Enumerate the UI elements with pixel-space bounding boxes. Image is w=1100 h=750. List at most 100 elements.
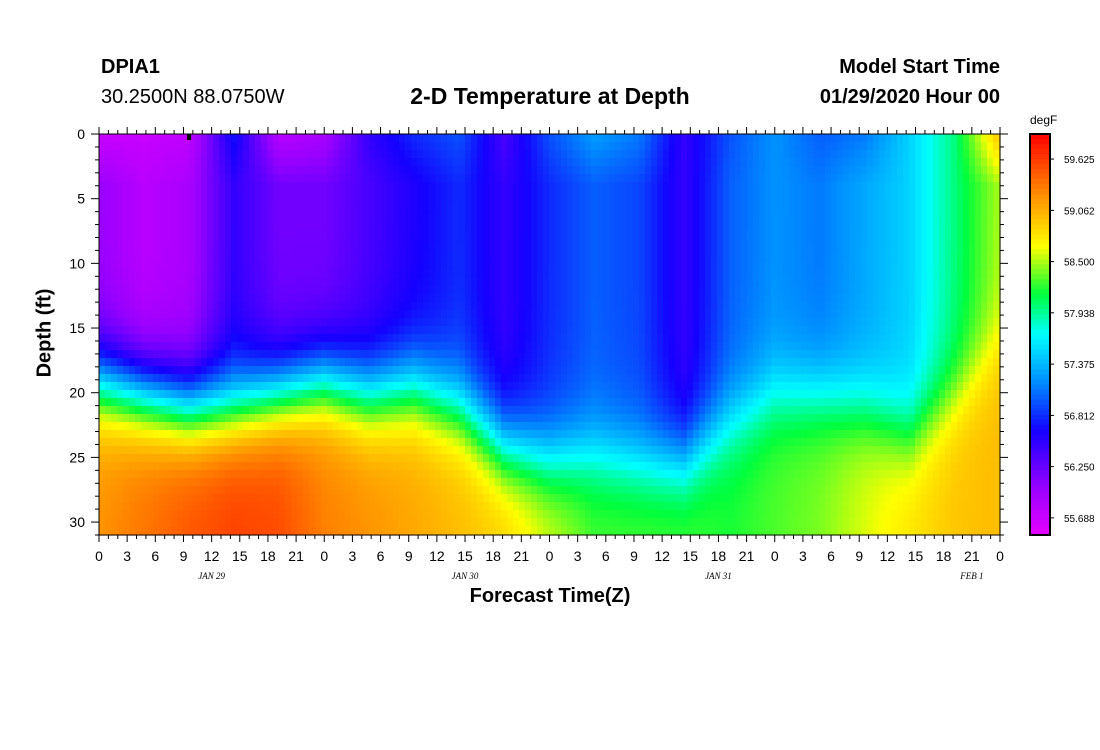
heatmap-cell (519, 238, 526, 247)
heatmap-cell (777, 198, 784, 207)
heatmap-cell (561, 342, 568, 351)
heatmap-cell (801, 286, 808, 295)
heatmap-cell (957, 350, 964, 359)
heatmap-cell (777, 318, 784, 327)
heatmap-cell (345, 358, 352, 367)
heatmap-cell (411, 246, 418, 255)
heatmap-cell (99, 166, 106, 175)
heatmap-cell (651, 278, 658, 287)
heatmap-cell (171, 254, 178, 263)
heatmap-cell (249, 142, 256, 151)
heatmap-cell (951, 326, 958, 335)
heatmap-cell (405, 358, 412, 367)
heatmap-cell (675, 366, 682, 375)
heatmap-cell (885, 358, 892, 367)
heatmap-cell (699, 278, 706, 287)
heatmap-cell (897, 350, 904, 359)
heatmap-cell (837, 286, 844, 295)
heatmap-cell (603, 382, 610, 391)
heatmap-cell (885, 222, 892, 231)
heatmap-cell (513, 350, 520, 359)
heatmap-cell (543, 318, 550, 327)
heatmap-cell (129, 350, 136, 359)
heatmap-cell (945, 134, 952, 143)
heatmap-cell (969, 262, 976, 271)
heatmap-cell (315, 390, 322, 399)
heatmap-cell (153, 206, 160, 215)
heatmap-cell (777, 374, 784, 383)
heatmap-cell (525, 350, 532, 359)
heatmap-cell (177, 374, 184, 383)
heatmap-cell (639, 254, 646, 263)
heatmap-cell (351, 350, 358, 359)
heatmap-cell (183, 366, 190, 375)
heatmap-cell (105, 382, 112, 391)
heatmap-cell (303, 350, 310, 359)
heatmap-cell (867, 390, 874, 399)
heatmap-cell (153, 318, 160, 327)
heatmap-cell (303, 262, 310, 271)
heatmap-cell (105, 222, 112, 231)
heatmap-cell (933, 278, 940, 287)
heatmap-cell (465, 254, 472, 263)
heatmap-cell (783, 318, 790, 327)
heatmap-cell (981, 230, 988, 239)
heatmap-cell (891, 382, 898, 391)
heatmap-cell (525, 302, 532, 311)
heatmap-cell (471, 366, 478, 375)
heatmap-cell (789, 278, 796, 287)
heatmap-cell (183, 230, 190, 239)
heatmap-cell (183, 174, 190, 183)
heatmap-cell (765, 374, 772, 383)
heatmap-cell (873, 390, 880, 399)
heatmap-cell (633, 374, 640, 383)
heatmap-cell (279, 262, 286, 271)
heatmap-cell (879, 278, 886, 287)
heatmap-cell (909, 190, 916, 199)
heatmap-cell (243, 134, 250, 143)
heatmap-cell (447, 174, 454, 183)
heatmap-cell (453, 222, 460, 231)
heatmap-cell (927, 270, 934, 279)
heatmap-cell (285, 374, 292, 383)
heatmap-cell (885, 390, 892, 399)
heatmap-cell (837, 134, 844, 143)
heatmap-cell (507, 294, 514, 303)
heatmap-cell (747, 334, 754, 343)
heatmap-cell (177, 326, 184, 335)
heatmap-cell (705, 382, 712, 391)
heatmap-cell (549, 382, 556, 391)
heatmap-cell (741, 374, 748, 383)
heatmap-cell (531, 326, 538, 335)
heatmap-cell (159, 198, 166, 207)
heatmap-cell (171, 366, 178, 375)
heatmap-cell (885, 198, 892, 207)
heatmap-cell (459, 166, 466, 175)
heatmap-cell (777, 150, 784, 159)
heatmap-cell (255, 374, 262, 383)
heatmap-cell (609, 214, 616, 223)
heatmap-cell (621, 350, 628, 359)
heatmap-cell (429, 158, 436, 167)
heatmap-cell (249, 382, 256, 391)
heatmap-cell (441, 326, 448, 335)
heatmap-cell (969, 366, 976, 375)
heatmap-cell (351, 342, 358, 351)
heatmap-cell (591, 174, 598, 183)
heatmap-cell (411, 366, 418, 375)
heatmap-cell (411, 342, 418, 351)
heatmap-cell (321, 230, 328, 239)
heatmap-cell (855, 374, 862, 383)
heatmap-cell (903, 278, 910, 287)
heatmap-cell (201, 366, 208, 375)
heatmap-cell (219, 326, 226, 335)
heatmap-cell (435, 222, 442, 231)
heatmap-cell (699, 262, 706, 271)
heatmap-cell (645, 310, 652, 319)
heatmap-cell (99, 254, 106, 263)
heatmap-cell (201, 262, 208, 271)
heatmap-cell (531, 134, 538, 143)
heatmap-cell (987, 318, 994, 327)
heatmap-cell (273, 286, 280, 295)
